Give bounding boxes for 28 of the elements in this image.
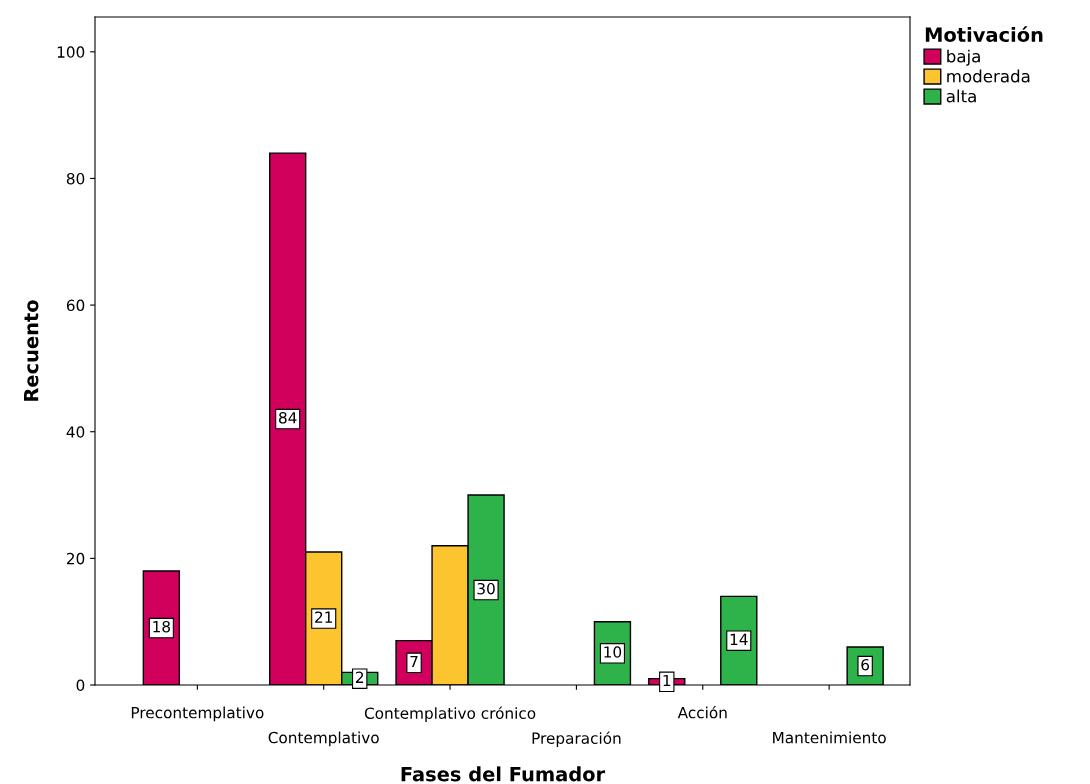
y-tick-label: 80 — [66, 172, 85, 185]
legend-title: Motivación — [925, 26, 1043, 43]
data-label: 30 — [477, 582, 495, 595]
x-tick-label: Acción — [677, 705, 727, 719]
x-tick-label: Contemplativo — [268, 731, 379, 747]
x-tick-label: Contemplativo crónico — [364, 706, 536, 722]
y-tick-label: 60 — [66, 299, 85, 312]
y-tick-label: 0 — [76, 679, 85, 692]
data-label: 6 — [861, 658, 870, 671]
y-tick-label: 100 — [57, 46, 85, 58]
data-label: 10 — [604, 646, 622, 658]
data-label: 21 — [315, 611, 333, 623]
x-tick-label: Precontemplativo — [131, 706, 264, 722]
data-label: 84 — [279, 411, 297, 424]
x-axis-title: Fases del Fumador — [401, 766, 606, 782]
data-label: 14 — [730, 633, 748, 645]
legend-label: baja — [947, 49, 980, 66]
y-tick-label: 40 — [66, 426, 85, 438]
data-label: 18 — [153, 620, 171, 633]
x-tick-label: Preparación — [532, 731, 621, 747]
data-label: 2 — [355, 671, 364, 683]
data-label: 7 — [410, 655, 418, 668]
data-label: 1 — [663, 674, 671, 687]
x-tick-label: Mantenimiento — [773, 731, 886, 744]
y-tick-label: 20 — [66, 552, 85, 565]
y-axis-title: Recuento — [24, 300, 39, 401]
legend-label: alta — [946, 89, 976, 103]
legend-label: moderada — [947, 69, 1030, 83]
